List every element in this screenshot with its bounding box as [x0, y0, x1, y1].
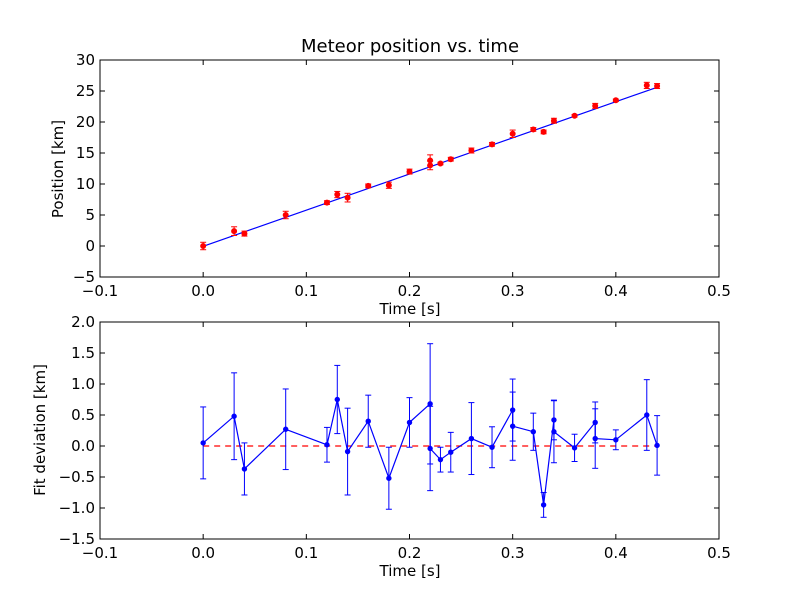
position-data-point: [550, 117, 557, 124]
position-data-point: [437, 160, 444, 167]
position-data-point: [654, 83, 661, 90]
deviation-data-point: [334, 396, 340, 403]
position-data-point: [334, 191, 341, 198]
position-y-tick-label: 15: [76, 144, 95, 162]
position-x-tick-label: −0.1: [82, 282, 118, 300]
position-data-point: [241, 230, 248, 237]
deviation-data-point: [283, 426, 289, 432]
deviation-y-axis-label: Fit deviation [km]: [31, 364, 49, 496]
position-data-point: [540, 128, 547, 135]
deviation-y-tick-label: −1.5: [59, 530, 95, 548]
deviation-y-tick-label: −1.0: [59, 499, 95, 517]
deviation-data-point: [540, 502, 547, 508]
position-x-tick-label: 0.3: [501, 282, 525, 300]
deviation-data-point: [468, 435, 475, 442]
position-data-point: [643, 82, 650, 89]
position-x-tick-label: 0.5: [707, 282, 731, 300]
deviation-data-point: [231, 413, 237, 419]
deviation-series-line: [202, 399, 658, 505]
deviation-panel: Time [s] Fit deviation [km] −0.1 0.0 0.1 0.…: [31, 313, 731, 580]
position-data-point: [200, 243, 207, 249]
position-data-point: [231, 228, 238, 235]
deviation-x-tick-label: 0.3: [501, 544, 525, 562]
position-x-tick-label: 0.0: [191, 282, 215, 300]
position-y-tick-label: −5: [73, 268, 95, 286]
position-y-tick-label: 5: [85, 206, 95, 224]
deviation-data-point: [654, 442, 660, 449]
deviation-axis-ticks: −0.1 0.0 0.1 0.2 0.3 0.4 0.5 −1.5 −1.0 −0.5 0.0 0.5…: [59, 313, 731, 562]
deviation-data-point: [571, 445, 578, 451]
position-data-point: [282, 212, 289, 218]
deviation-data-point: [200, 440, 206, 446]
deviation-plot-area: [200, 343, 661, 518]
position-axis-ticks: −0.1 0.0 0.1 0.2 0.3 0.4 0.5 −5 0 5 10 15 20 25 30: [73, 51, 731, 300]
position-plot-area: [200, 81, 661, 251]
deviation-data-point: [551, 429, 557, 435]
deviation-data-point: [489, 444, 495, 450]
deviation-y-tick-label: 2.0: [71, 313, 95, 331]
deviation-data-point: [324, 442, 330, 448]
position-data-point: [427, 162, 434, 169]
position-panel: Meteor position vs. time Time [s] Positi…: [49, 36, 731, 318]
position-data-point: [571, 112, 578, 119]
deviation-data-point: [448, 449, 454, 455]
deviation-data-point: [386, 475, 392, 481]
deviation-data-point: [406, 419, 413, 426]
deviation-y-tick-label: −0.5: [59, 468, 95, 486]
position-data-point: [468, 147, 475, 154]
deviation-x-axis-label: Time [s]: [379, 562, 441, 580]
deviation-data-point: [592, 419, 598, 426]
position-x-tick-label: 0.4: [604, 282, 628, 300]
position-y-tick-label: 20: [76, 113, 95, 131]
deviation-data-point: [551, 417, 557, 423]
deviation-data-point: [241, 466, 248, 472]
position-x-tick-label: 0.1: [294, 282, 318, 300]
deviation-data-point: [644, 412, 650, 418]
deviation-y-tick-label: 1.5: [71, 344, 95, 362]
position-y-tick-label: 0: [85, 237, 95, 255]
deviation-data-point: [437, 456, 444, 463]
position-data-point: [530, 126, 537, 133]
deviation-data-point: [530, 429, 536, 435]
position-x-tick-label: 0.2: [398, 282, 422, 300]
position-data-point: [344, 194, 351, 201]
deviation-y-tick-label: 0.0: [71, 437, 95, 455]
position-y-axis-label: Position [km]: [49, 120, 67, 218]
position-data-point: [385, 182, 392, 189]
position-chart-title: Meteor position vs. time: [301, 36, 519, 57]
position-data-point: [406, 168, 413, 175]
position-data-point: [447, 156, 454, 163]
deviation-x-tick-label: 0.1: [294, 544, 318, 562]
position-y-tick-label: 30: [76, 51, 95, 69]
position-data-point: [365, 182, 372, 189]
position-data-point: [509, 130, 516, 137]
deviation-x-tick-label: 0.4: [604, 544, 628, 562]
deviation-x-tick-label: 0.0: [191, 544, 215, 562]
position-data-point: [592, 102, 599, 109]
deviation-x-tick-label: −0.1: [82, 544, 118, 562]
position-y-tick-label: 10: [76, 175, 95, 193]
position-x-axis-label: Time [s]: [379, 300, 441, 318]
deviation-data-point: [427, 445, 433, 452]
position-data-point: [489, 141, 496, 148]
deviation-data-point: [344, 448, 351, 455]
deviation-data-point: [365, 418, 371, 424]
deviation-x-tick-label: 0.5: [707, 544, 731, 562]
deviation-data-point: [427, 401, 433, 407]
position-data-point: [323, 199, 330, 206]
deviation-y-tick-label: 1.0: [71, 375, 95, 393]
deviation-data-point: [592, 435, 598, 442]
deviation-data-point: [509, 423, 516, 429]
position-axes-frame: [99, 59, 720, 278]
deviation-y-tick-label: 0.5: [71, 406, 95, 424]
position-data-point: [612, 97, 619, 104]
deviation-axes-frame: [99, 321, 720, 540]
deviation-data-point: [613, 437, 619, 443]
deviation-x-tick-label: 0.2: [398, 544, 422, 562]
deviation-data-point: [509, 407, 516, 413]
position-y-tick-label: 25: [76, 82, 95, 100]
